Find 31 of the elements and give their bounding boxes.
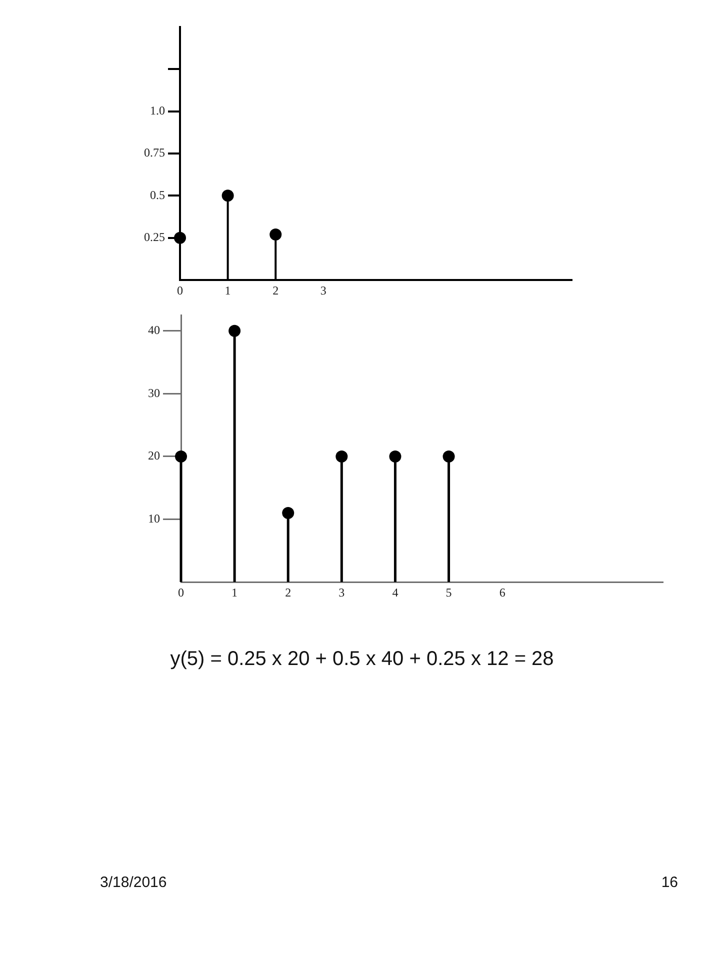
point [228, 324, 241, 337]
y-tick-label: 10 [148, 511, 160, 526]
x-tick-label: 2 [272, 283, 279, 298]
point [389, 450, 402, 462]
x-tick-label: 3 [338, 585, 345, 600]
text: 16 [661, 874, 678, 891]
y-tick-label: 0.5 [150, 188, 165, 202]
y-tick-label: 30 [148, 386, 160, 400]
point [442, 450, 455, 462]
point [222, 190, 234, 202]
text: 3/18/2016 [100, 874, 167, 891]
x-tick-label: 3 [320, 283, 326, 298]
y-tick-label: 40 [148, 323, 160, 338]
y-tick-label: 20 [148, 448, 160, 463]
x-tick-label: 1 [224, 283, 231, 298]
point [270, 228, 282, 240]
x-tick-label: 5 [446, 585, 452, 600]
x-tick-label: 1 [232, 585, 238, 600]
x-tick-label: 2 [285, 585, 292, 600]
y-tick-label: 0.75 [144, 146, 165, 160]
text: y(5) = 0.25 x 20 + 0.5 x 40 + 0.25 x 12 = 28 [170, 648, 554, 671]
y-tick-label: 0.25 [144, 230, 165, 244]
point [175, 450, 187, 462]
x-tick-label: 4 [392, 585, 398, 600]
x-tick-label: 0 [177, 283, 183, 298]
y-tick-label: 1.0 [150, 103, 165, 118]
point [336, 450, 348, 462]
point [174, 232, 186, 244]
point [282, 506, 294, 519]
x-tick-label: 0 [178, 585, 184, 600]
x-tick-label: 6 [499, 585, 506, 600]
